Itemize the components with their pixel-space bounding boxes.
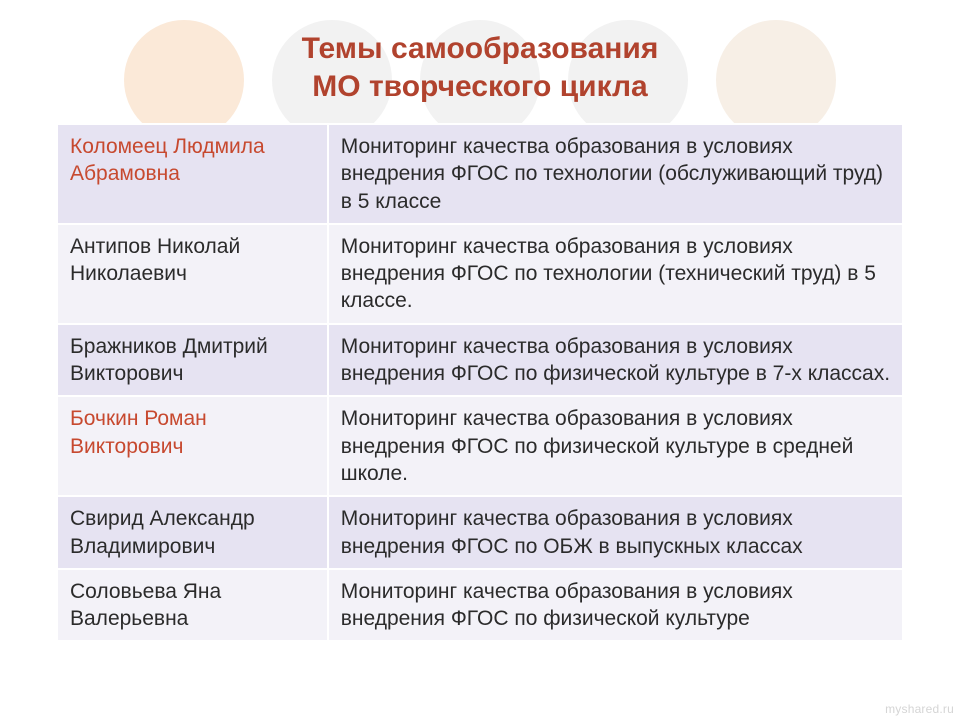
- title-line-1: Темы самообразования: [302, 32, 659, 65]
- table-row: Соловьева Яна ВалерьевнаМониторинг качес…: [57, 569, 903, 642]
- teacher-name-cell: Свирид Александр Владимирович: [57, 496, 328, 569]
- slide-content: Темы самообразования МО творческого цикл…: [0, 0, 960, 642]
- topic-cell: Мониторинг качества образования в услови…: [328, 224, 903, 324]
- teacher-name-cell: Антипов Николай Николаевич: [57, 224, 328, 324]
- teacher-name-cell: Бражников Дмитрий Викторович: [57, 324, 328, 397]
- topics-table-body: Коломеец Людмила АбрамовнаМониторинг кач…: [57, 124, 903, 641]
- topic-cell: Мониторинг качества образования в услови…: [328, 396, 903, 496]
- table-row: Бражников Дмитрий ВикторовичМониторинг к…: [57, 324, 903, 397]
- teacher-name-cell: Бочкин Роман Викторович: [57, 396, 328, 496]
- table-row: Бочкин Роман ВикторовичМониторинг качест…: [57, 396, 903, 496]
- page-title: Темы самообразования МО творческого цикл…: [56, 30, 904, 105]
- teacher-name-cell: Коломеец Людмила Абрамовна: [57, 124, 328, 224]
- teacher-name-cell: Соловьева Яна Валерьевна: [57, 569, 328, 642]
- topic-cell: Мониторинг качества образования в услови…: [328, 496, 903, 569]
- table-row: Коломеец Людмила АбрамовнаМониторинг кач…: [57, 124, 903, 224]
- topic-cell: Мониторинг качества образования в услови…: [328, 324, 903, 397]
- topics-table: Коломеец Людмила АбрамовнаМониторинг кач…: [56, 123, 904, 642]
- topic-cell: Мониторинг качества образования в услови…: [328, 124, 903, 224]
- table-row: Свирид Александр ВладимировичМониторинг …: [57, 496, 903, 569]
- table-row: Антипов Николай НиколаевичМониторинг кач…: [57, 224, 903, 324]
- topic-cell: Мониторинг качества образования в услови…: [328, 569, 903, 642]
- title-line-2: МО творческого цикла: [312, 70, 647, 103]
- watermark: myshared.ru: [885, 702, 954, 716]
